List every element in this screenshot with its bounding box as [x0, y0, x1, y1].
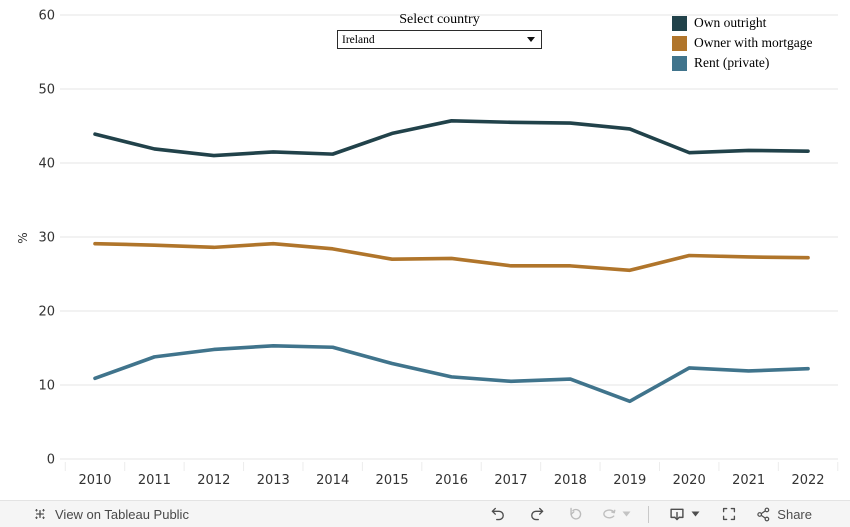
svg-text:40: 40: [38, 157, 55, 172]
svg-text:2014: 2014: [316, 473, 349, 488]
legend-label: Own outright: [694, 15, 767, 30]
caret-down-icon: [691, 511, 700, 517]
download-menu-button[interactable]: [691, 511, 700, 517]
svg-text:2019: 2019: [613, 473, 646, 488]
refresh-icon: [603, 509, 616, 519]
undo-icon: [492, 507, 505, 521]
svg-text:30: 30: [38, 231, 55, 246]
svg-text:2011: 2011: [138, 473, 171, 488]
view-on-tableau-public-link[interactable]: View on Tableau Public: [32, 506, 189, 522]
legend-swatch: [672, 35, 687, 51]
svg-text:2021: 2021: [732, 473, 765, 488]
redo-button[interactable]: [528, 505, 546, 523]
refresh-menu-button[interactable]: [622, 511, 631, 517]
fullscreen-icon: [723, 507, 736, 521]
select-country-label: Select country: [399, 12, 480, 27]
legend-swatch: [672, 55, 687, 71]
tableau-logo-icon: [35, 509, 45, 519]
reset-button[interactable]: [567, 505, 585, 523]
legend-label: Rent (private): [694, 55, 770, 70]
svg-text:2015: 2015: [376, 473, 409, 488]
svg-text:2022: 2022: [791, 473, 824, 488]
share-icon: [757, 507, 770, 521]
legend-item[interactable]: Owner with mortgage: [672, 33, 812, 53]
reset-icon: [570, 507, 582, 520]
svg-text:50: 50: [38, 83, 55, 98]
svg-text:2016: 2016: [435, 473, 468, 488]
svg-text:60: 60: [38, 9, 55, 24]
toolbar-divider: [648, 505, 650, 523]
undo-button[interactable]: [489, 505, 507, 523]
svg-text:2020: 2020: [673, 473, 706, 488]
svg-text:0: 0: [47, 453, 55, 468]
viz-toolbar: Share: [489, 505, 812, 524]
svg-text:2018: 2018: [554, 473, 587, 488]
svg-text:%: %: [16, 232, 30, 243]
download-icon: [670, 508, 684, 520]
tableau-footer: View on Tableau Public: [0, 500, 850, 527]
svg-text:2013: 2013: [257, 473, 290, 488]
share-label: Share: [777, 506, 812, 522]
svg-text:2010: 2010: [78, 473, 111, 488]
svg-text:2017: 2017: [494, 473, 527, 488]
legend-swatch: [672, 15, 687, 31]
caret-down-icon: [527, 37, 535, 42]
view-on-label: View on Tableau Public: [55, 506, 189, 522]
fullscreen-button[interactable]: [720, 505, 738, 523]
svg-text:20: 20: [38, 305, 55, 320]
caret-down-icon: [622, 511, 631, 517]
country-selector: Select country Ireland: [337, 10, 542, 49]
redo-icon: [531, 507, 544, 521]
legend-item[interactable]: Rent (private): [672, 53, 812, 73]
download-button[interactable]: [667, 505, 687, 524]
legend: Own outright Owner with mortgage Rent (p…: [672, 13, 812, 73]
share-button[interactable]: Share: [755, 506, 812, 523]
refresh-button[interactable]: [600, 505, 618, 523]
country-dropdown-value: Ireland: [342, 33, 375, 46]
svg-text:2012: 2012: [197, 473, 230, 488]
country-dropdown[interactable]: Ireland: [337, 30, 542, 49]
legend-item[interactable]: Own outright: [672, 13, 812, 33]
legend-label: Owner with mortgage: [694, 35, 813, 50]
svg-text:10: 10: [38, 379, 55, 394]
line-chart[interactable]: 0 10 20 30 40 50 60 2010 2011 2012 2013 2014 2015 201…: [0, 0, 850, 500]
